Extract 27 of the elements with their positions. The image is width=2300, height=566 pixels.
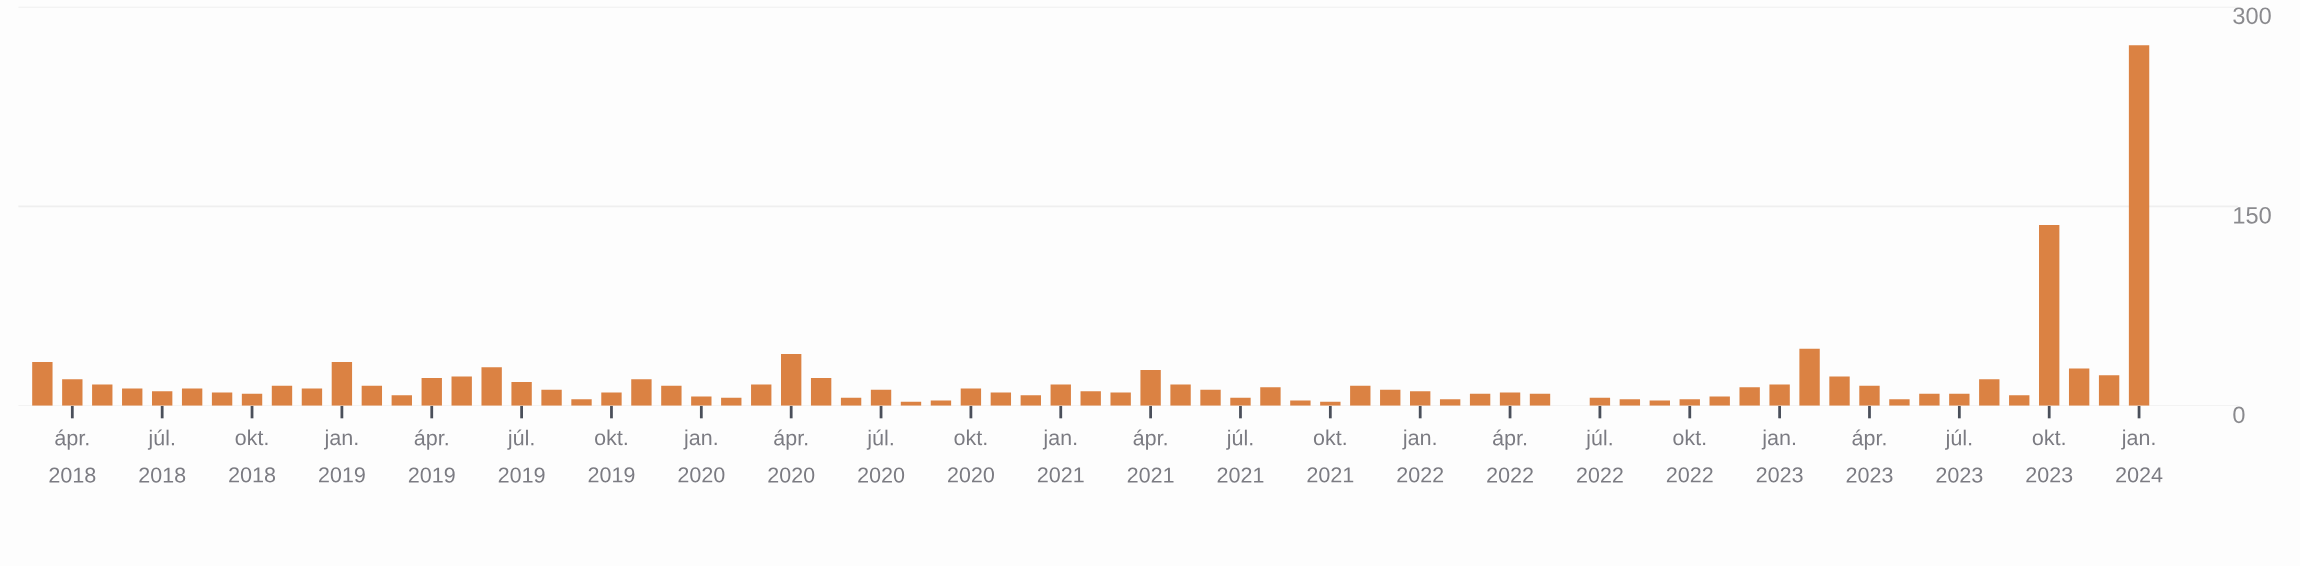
- x-tick-label: júl. 2023: [1936, 429, 1983, 483]
- y-tick-label: 150: [2234, 206, 2271, 224]
- x-tick-label: okt. 2018: [229, 429, 276, 483]
- x-tick-label: okt. 2020: [948, 429, 994, 483]
- x-tick-label: júl. 2021: [1217, 429, 1264, 483]
- x-tick-label: jan. 2019: [319, 429, 365, 483]
- x-tick-label: jan. 2021: [1037, 429, 1084, 483]
- y-tick-label: 300: [2233, 7, 2271, 25]
- x-tick-label: jan. 2023: [1756, 429, 1803, 483]
- x-tick-label: júl. 2018: [139, 429, 186, 483]
- x-tick-label: jan. 2024: [2116, 429, 2163, 483]
- x-tick-label: okt. 2019: [588, 429, 635, 483]
- x-tick-label: ápr. 2020: [768, 429, 815, 483]
- x-tick-label: jan. 2022: [1397, 429, 1444, 483]
- x-tick-label: júl. 2022: [1577, 429, 1623, 483]
- x-tick-label: júl. 2020: [858, 429, 905, 483]
- x-tick-label: okt. 2022: [1666, 429, 1713, 483]
- x-tick-label: ápr. 2023: [1846, 429, 1893, 483]
- x-tick-label: jan. 2020: [678, 429, 725, 483]
- x-tick-label: júl. 2019: [498, 429, 545, 483]
- x-tick-label: ápr. 2021: [1127, 429, 1174, 483]
- x-tick-label: ápr. 2019: [408, 429, 455, 483]
- x-tick-label: ápr. 2018: [49, 429, 96, 483]
- x-tick-label: okt. 2021: [1307, 429, 1354, 483]
- y-tick-label: 0: [2233, 406, 2245, 424]
- x-tick-label: okt. 2023: [2026, 429, 2073, 483]
- x-tick-label: ápr. 2022: [1487, 429, 1533, 483]
